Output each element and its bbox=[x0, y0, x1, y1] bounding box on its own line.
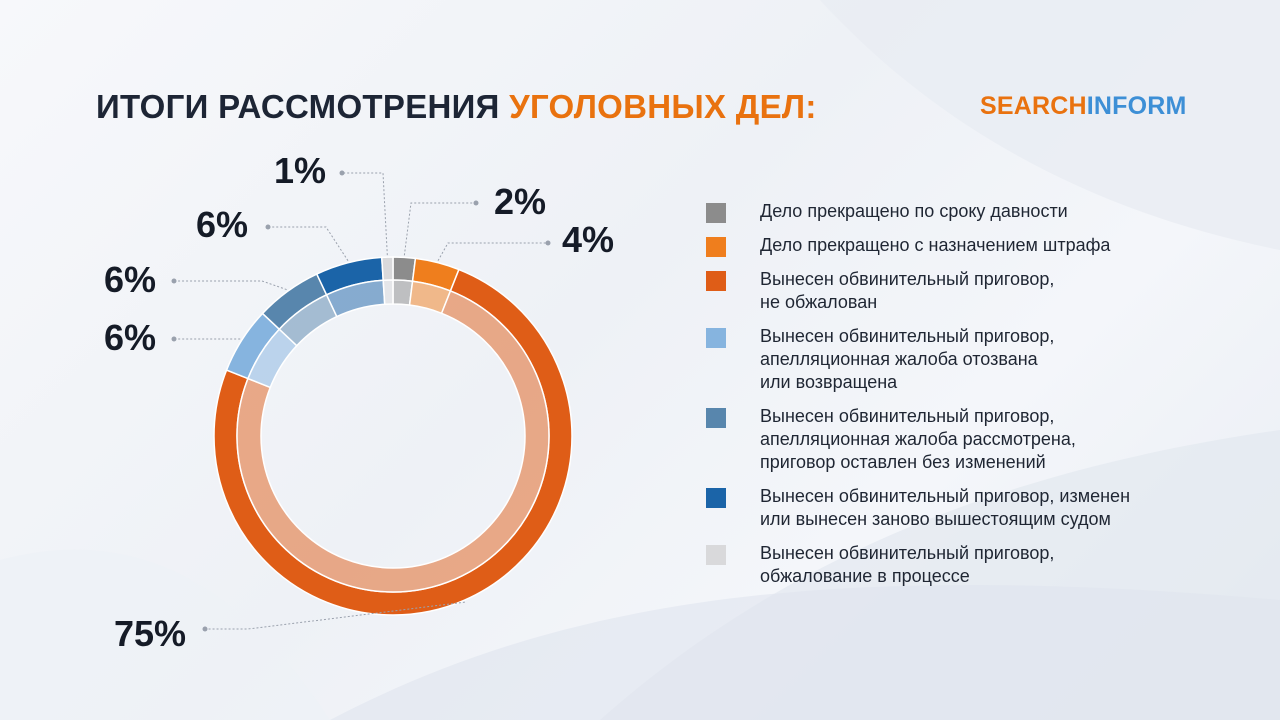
slice-3 bbox=[213, 268, 573, 616]
page-title: ИТОГИ РАССМОТРЕНИЯ УГОЛОВНЫХ ДЕЛ: bbox=[96, 88, 817, 126]
leader-dot-1 bbox=[473, 200, 479, 206]
leader-line-6 bbox=[268, 226, 349, 261]
leader-line-2 bbox=[437, 242, 548, 261]
leader-dot-5 bbox=[171, 278, 177, 284]
legend-label-1: Дело прекращено по сроку давности bbox=[760, 201, 1068, 221]
searchinform-logo: SEARCHINFORM bbox=[980, 92, 1187, 121]
title-accent: УГОЛОВНЫХ ДЕЛ: bbox=[509, 88, 817, 125]
slice-1 bbox=[392, 256, 417, 306]
data-label-3: 75% bbox=[114, 613, 186, 654]
legend-label-7: Вынесен обвинительный приговор, обжалова… bbox=[760, 543, 1055, 586]
legend-label-5: Вынесен обвинительный приговор, апелляци… bbox=[760, 406, 1076, 472]
legend-item-2: Дело прекращено с назначением штрафа bbox=[706, 234, 1220, 257]
leader-line-1 bbox=[403, 202, 476, 256]
slice-4 bbox=[225, 312, 298, 389]
legend-item-4: Вынесен обвинительный приговор, апелляци… bbox=[706, 325, 1220, 394]
leader-dot-4 bbox=[171, 336, 177, 342]
slice-6 bbox=[315, 256, 386, 318]
slice-inner-7 bbox=[382, 279, 394, 306]
legend-item-5: Вынесен обвинительный приговор, апелляци… bbox=[706, 405, 1220, 474]
leader-dot-7 bbox=[339, 170, 345, 176]
logo-part-inform: INFORM bbox=[1086, 92, 1187, 120]
slice-inner-3 bbox=[236, 289, 550, 593]
leader-dot-3 bbox=[202, 626, 208, 632]
legend-swatch-6 bbox=[706, 488, 726, 508]
legend-label-6: Вынесен обвинительный приговор, изменен … bbox=[760, 486, 1131, 529]
leader-line-3 bbox=[205, 601, 465, 630]
slice-7 bbox=[380, 256, 394, 306]
legend-label-3: Вынесен обвинительный приговор, не обжал… bbox=[760, 269, 1055, 312]
data-label-5: 6% bbox=[104, 259, 156, 300]
data-label-6: 6% bbox=[196, 204, 248, 245]
slice-outer-1 bbox=[392, 256, 417, 283]
leader-dot-6 bbox=[265, 224, 271, 230]
legend-item-3: Вынесен обвинительный приговор, не обжал… bbox=[706, 268, 1220, 314]
data-label-1: 2% bbox=[494, 181, 546, 222]
legend-item-1: Дело прекращено по сроку давности bbox=[706, 200, 1220, 223]
legend-swatch-7 bbox=[706, 545, 726, 565]
title-main: ИТОГИ РАССМОТРЕНИЯ bbox=[96, 88, 500, 125]
legend-label-2: Дело прекращено с назначением штрафа bbox=[760, 235, 1111, 255]
data-label-7: 1% bbox=[274, 150, 326, 191]
slice-5 bbox=[261, 273, 338, 347]
logo-part-search: SEARCH bbox=[980, 92, 1087, 120]
data-label-4: 6% bbox=[104, 317, 156, 358]
slice-outer-7 bbox=[380, 256, 394, 282]
legend-swatch-2 bbox=[706, 237, 726, 257]
legend-label-4: Вынесен обвинительный приговор, апелляци… bbox=[760, 326, 1055, 392]
legend-item-7: Вынесен обвинительный приговор, обжалова… bbox=[706, 542, 1220, 588]
leader-dot-2 bbox=[545, 240, 551, 246]
leader-line-7 bbox=[342, 172, 388, 256]
data-label-2: 4% bbox=[562, 219, 614, 260]
legend-swatch-3 bbox=[706, 271, 726, 291]
legend-swatch-4 bbox=[706, 328, 726, 348]
chart-legend: Дело прекращено по сроку давности Дело пр… bbox=[706, 200, 1220, 599]
legend-item-6: Вынесен обвинительный приговор, изменен … bbox=[706, 485, 1220, 531]
leader-line-5 bbox=[174, 280, 287, 291]
legend-swatch-1 bbox=[706, 203, 726, 223]
legend-swatch-5 bbox=[706, 408, 726, 428]
